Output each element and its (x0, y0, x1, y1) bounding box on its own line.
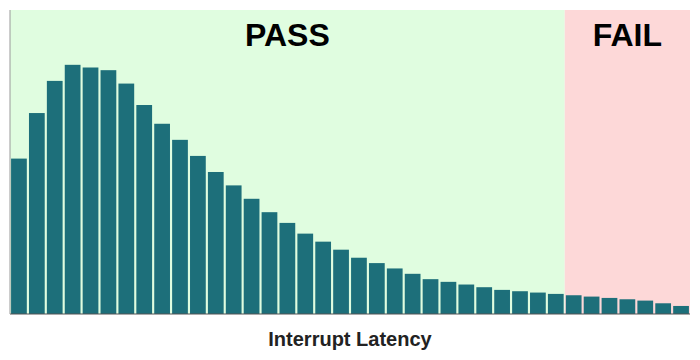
bar (566, 295, 582, 314)
region-label: PASS (245, 17, 330, 53)
chart-container: PASS FAIL Interrupt Latency (0, 0, 700, 360)
bar (512, 291, 528, 314)
bar (530, 293, 546, 314)
region-label: FAIL (593, 17, 662, 53)
bar (11, 159, 27, 314)
chart-svg: PASS FAIL Interrupt Latency (0, 0, 700, 360)
bars (11, 65, 689, 314)
bar (262, 212, 278, 314)
bar (172, 140, 188, 314)
x-axis-line (10, 313, 690, 314)
bar (226, 185, 242, 314)
region-background (565, 10, 690, 314)
bar (101, 70, 117, 314)
bar (297, 234, 313, 314)
bar (369, 263, 385, 314)
bar (548, 294, 564, 314)
bar (476, 287, 492, 314)
bar (244, 199, 260, 314)
bar (190, 156, 206, 314)
region-background (10, 10, 565, 314)
bar (655, 303, 671, 314)
bar (136, 105, 152, 314)
bar (29, 113, 45, 314)
bar (208, 172, 224, 314)
x-axis-label: Interrupt Latency (268, 328, 432, 350)
bar (673, 306, 689, 314)
bar (279, 223, 295, 314)
bar (441, 282, 457, 314)
bar (405, 274, 421, 314)
bar (494, 290, 510, 314)
bar (619, 299, 635, 314)
bar (315, 242, 331, 314)
bar (154, 124, 170, 314)
bar (351, 258, 367, 314)
bar (65, 65, 81, 314)
bar (333, 250, 349, 314)
bar (458, 285, 474, 314)
regions (10, 10, 690, 314)
y-axis-line (10, 10, 11, 314)
bar (118, 84, 134, 314)
bar (47, 81, 63, 314)
bar (387, 268, 403, 314)
bar (637, 301, 653, 314)
bar (602, 298, 618, 314)
bar (423, 279, 439, 314)
bar (83, 67, 99, 314)
bar (584, 297, 600, 314)
